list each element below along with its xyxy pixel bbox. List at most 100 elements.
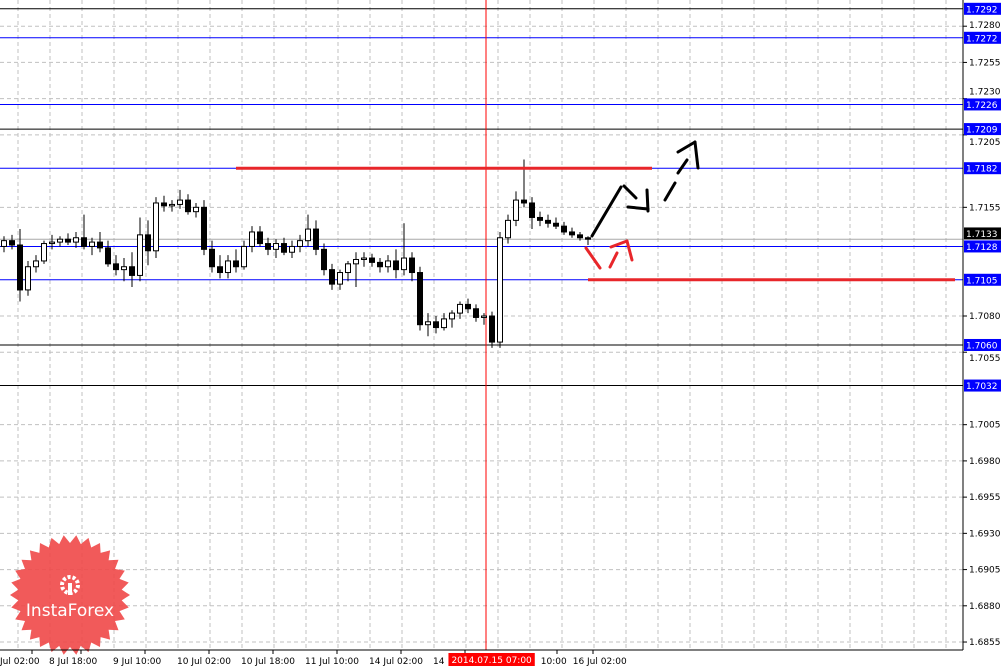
candle-body (345, 263, 351, 274)
candle-body (57, 238, 63, 243)
level-price-label: 1.7105 (966, 276, 998, 286)
candle-body (145, 234, 151, 252)
candle-body (249, 231, 255, 247)
candle-body (1, 240, 7, 247)
candle-body (369, 257, 375, 263)
candle (33, 255, 39, 273)
candle-body (393, 260, 399, 271)
candle-body (449, 312, 455, 320)
level-price-badge (964, 123, 1001, 136)
candle (137, 217, 143, 282)
candle-body (529, 202, 535, 218)
candle (201, 200, 207, 256)
x-tick-label: 11 Jul 10:00 (305, 657, 359, 667)
level-price-badge (964, 240, 1001, 253)
candle-body (177, 199, 183, 205)
candle (273, 239, 279, 259)
candle (337, 269, 343, 290)
candle (433, 316, 439, 334)
candle (481, 313, 487, 325)
instaforex-logo: InstaForex (10, 535, 130, 655)
candle-body (41, 243, 47, 262)
y-tick-label: 1.7055 (969, 354, 1001, 364)
candle (369, 253, 375, 267)
candle-body (377, 261, 383, 268)
candle (281, 237, 287, 256)
candle (497, 231, 503, 348)
grid (0, 0, 963, 650)
candle-body (233, 260, 239, 268)
candle (17, 229, 23, 302)
candle-body (521, 199, 527, 204)
candle-body (89, 241, 95, 247)
level-price-label: 1.7272 (966, 34, 998, 44)
y-tick-label: 1.6930 (969, 529, 1001, 539)
y-tick-label: 1.7080 (969, 312, 1001, 322)
candle-body (441, 318, 447, 329)
candle (193, 202, 199, 218)
forecast-arrow-segment (693, 140, 700, 170)
forecast-arrow-segment (590, 185, 623, 238)
candle-body (273, 243, 279, 250)
candle (561, 221, 567, 235)
candle-body (225, 260, 231, 274)
candle (545, 214, 551, 228)
logo-text: InstaForex (26, 601, 114, 621)
candle-body (473, 308, 479, 318)
level-price-label: 1.7128 (966, 243, 998, 253)
candle-body (113, 263, 119, 271)
forecast-arrow-segment (676, 158, 689, 175)
candle-body (281, 243, 287, 253)
forecast-arrow-segment (676, 140, 697, 154)
candle (393, 249, 399, 279)
y-tick-label: 1.7205 (969, 138, 1001, 148)
candle-body (297, 240, 303, 247)
candle-body (481, 315, 487, 318)
candle-body (193, 206, 199, 213)
candle (521, 159, 527, 208)
candle (425, 313, 431, 337)
candle-body (433, 321, 439, 329)
level-price-label: 1.7032 (966, 382, 998, 392)
y-tick-label: 1.7005 (969, 421, 1001, 431)
candle (177, 189, 183, 209)
forecast-arrow-segment (609, 239, 629, 249)
crosshair-time-badge (448, 653, 535, 666)
candle (121, 258, 127, 282)
candle (457, 301, 463, 319)
level-price-badge (964, 31, 1001, 44)
x-tick-label: 10 Jul 02:00 (177, 657, 231, 667)
candle-body (33, 260, 39, 268)
y-tick-label: 1.7255 (969, 58, 1001, 68)
level-price-label: 1.7060 (966, 341, 998, 351)
candle-body (313, 228, 319, 250)
candle (153, 197, 159, 259)
candle (449, 310, 455, 328)
candle-body (201, 206, 207, 250)
candle-body (425, 321, 431, 326)
y-tick-label: 1.6905 (969, 566, 1001, 576)
drawings (236, 140, 955, 282)
candle-body (585, 237, 591, 240)
candle-body (513, 199, 519, 221)
candle-body (409, 257, 415, 274)
x-tick-label: 14 Jul 02:00 (369, 657, 423, 667)
candle (417, 266, 423, 331)
candle (81, 214, 87, 250)
level-price-label: 1.7182 (966, 165, 998, 175)
candle (305, 214, 311, 247)
candle-body (505, 219, 511, 239)
candle (73, 231, 79, 248)
candle (465, 298, 471, 314)
crosshair-time-label: 2014.07.15 07:00 (451, 656, 532, 666)
forecast-arrow-segment (622, 184, 638, 200)
y-tick-label: 1.7280 (969, 21, 1001, 31)
candle (505, 214, 511, 244)
candle-body (257, 231, 263, 245)
level-price-badge (964, 338, 1001, 351)
forecast-arrow-segment (608, 251, 619, 269)
candle (41, 240, 47, 264)
candle (321, 243, 327, 276)
